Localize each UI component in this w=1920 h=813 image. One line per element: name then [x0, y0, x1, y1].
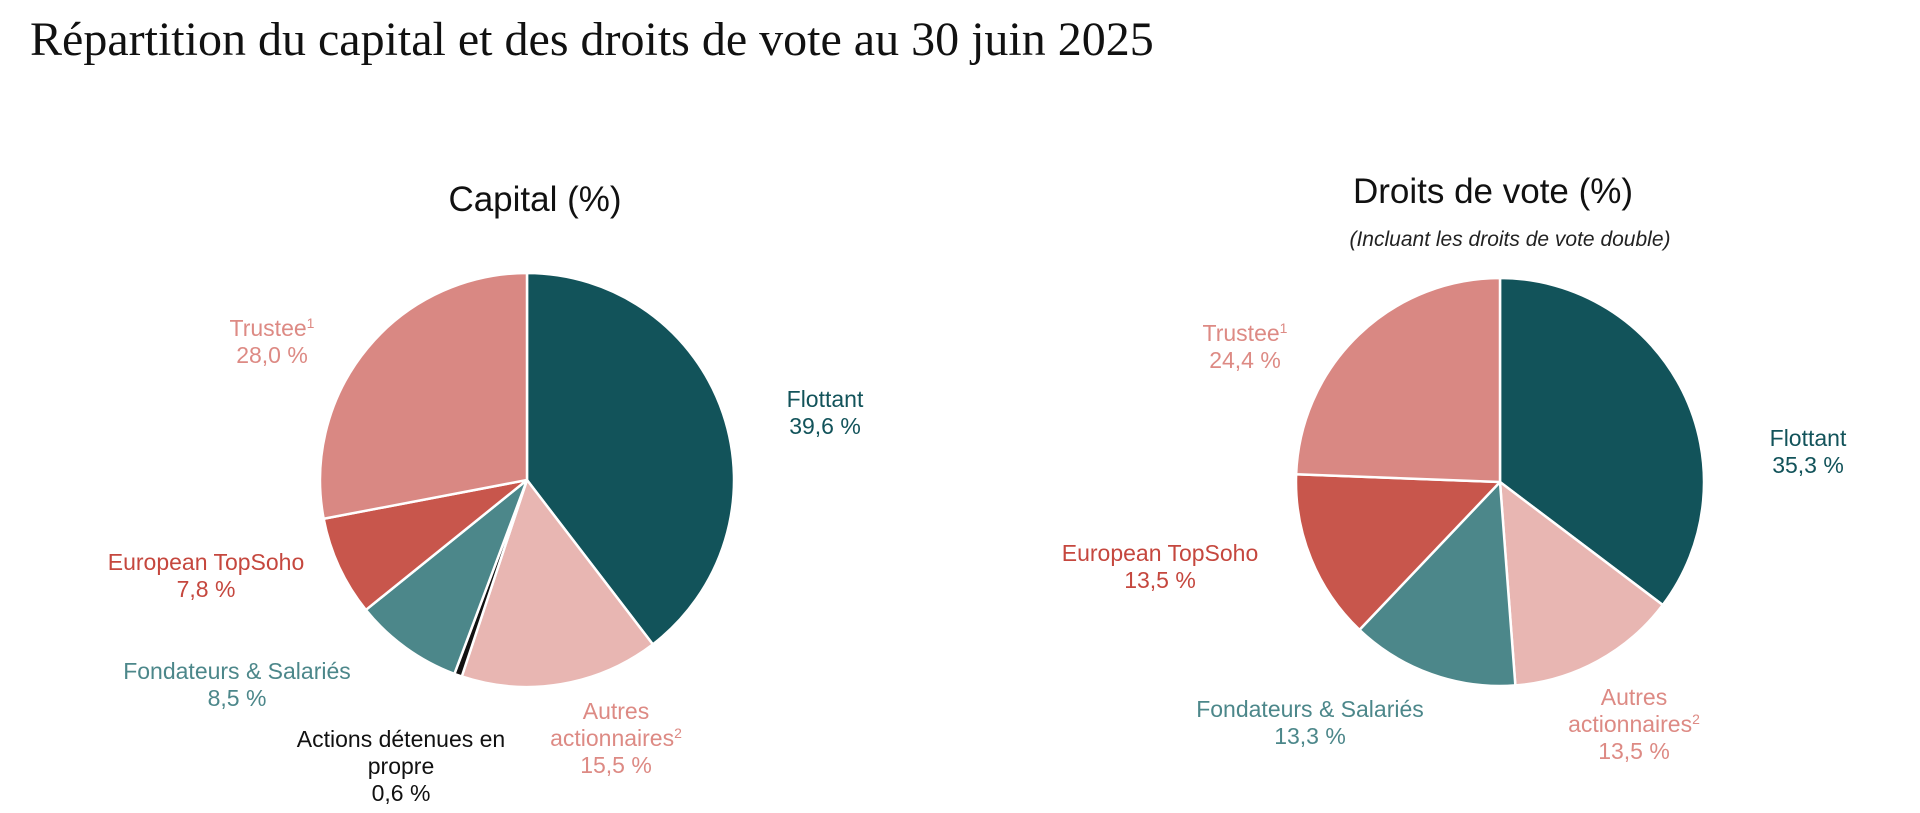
slice-name: Flottant: [786, 386, 864, 412]
slice-name: Autres actionnaires: [1568, 684, 1693, 737]
label-vote-trustee: Trustee1 24,4 %: [1203, 320, 1288, 374]
label-capital-trustee: Trustee1 28,0 %: [230, 315, 315, 369]
pie-slice-trustee: [1294, 276, 1502, 484]
label-vote-fondateurs: Fondateurs & Salariés 13,3 %: [1196, 696, 1424, 750]
voting-chart-subtitle: (Incluant les droits de vote double): [1349, 228, 1671, 251]
pie-slice-autres: [460, 478, 655, 689]
slice-name: European TopSoho: [107, 549, 305, 575]
label-vote-topsoho: European TopSoho 13,5 %: [1062, 540, 1259, 594]
slice-value: 7,8 %: [176, 576, 236, 602]
slice-name: Fondateurs & Salariés: [123, 658, 351, 684]
slice-name: Trustee: [229, 315, 307, 341]
pie-slice-topsoho: [322, 478, 529, 612]
slice-name: Autres actionnaires: [550, 698, 675, 751]
slice-value: 39,6 %: [789, 413, 861, 439]
label-capital-topsoho: European TopSoho 7,8 %: [108, 549, 305, 603]
voting-chart-title: Droits de vote (%): [1352, 172, 1634, 211]
footnote-marker: 1: [306, 315, 315, 331]
label-vote-flottant: Flottant 35,3 %: [1770, 425, 1847, 479]
label-capital-flottant: Flottant 39,6 %: [787, 386, 864, 440]
slice-value: 24,4 %: [1209, 347, 1281, 373]
slice-name: Actions détenues en propre: [296, 726, 506, 779]
label-capital-propre: Actions détenues en propre 0,6 %: [291, 726, 511, 807]
slice-value: 8,5 %: [207, 685, 267, 711]
slice-value: 28,0 %: [236, 342, 308, 368]
label-capital-fondateurs: Fondateurs & Salariés 8,5 %: [123, 658, 351, 712]
pie-slice-fondateurs: [364, 478, 529, 676]
pie-slice-topsoho: [1294, 473, 1502, 632]
slice-value: 13,5 %: [1124, 567, 1196, 593]
pie-slice-autres: [1498, 480, 1664, 687]
slice-value: 13,5 %: [1598, 738, 1670, 764]
footnote-marker: 1: [1279, 320, 1288, 336]
slice-name: Trustee: [1202, 320, 1280, 346]
slice-name: European TopSoho: [1061, 540, 1259, 566]
pie-slice-flottant: [1498, 276, 1706, 607]
pie-slice-fondateurs: [1358, 480, 1517, 688]
footnote-marker: 2: [674, 725, 682, 741]
pie-slice-flottant: [525, 271, 736, 646]
slice-value: 15,5 %: [580, 752, 652, 778]
label-capital-autres: Autres actionnaires2 15,5 %: [531, 698, 701, 779]
capital-chart-title: Capital (%): [448, 180, 622, 219]
label-vote-autres: Autres actionnaires2 13,5 %: [1549, 684, 1719, 765]
pie-slice-trustee: [318, 271, 529, 521]
slice-value: 13,3 %: [1274, 723, 1346, 749]
slice-name: Fondateurs & Salariés: [1196, 696, 1424, 722]
page-title: Répartition du capital et des droits de …: [30, 13, 1154, 66]
slice-value: 35,3 %: [1772, 452, 1844, 478]
slice-name: Flottant: [1769, 425, 1847, 451]
footnote-marker: 2: [1692, 711, 1700, 727]
slice-value: 0,6 %: [371, 780, 431, 806]
